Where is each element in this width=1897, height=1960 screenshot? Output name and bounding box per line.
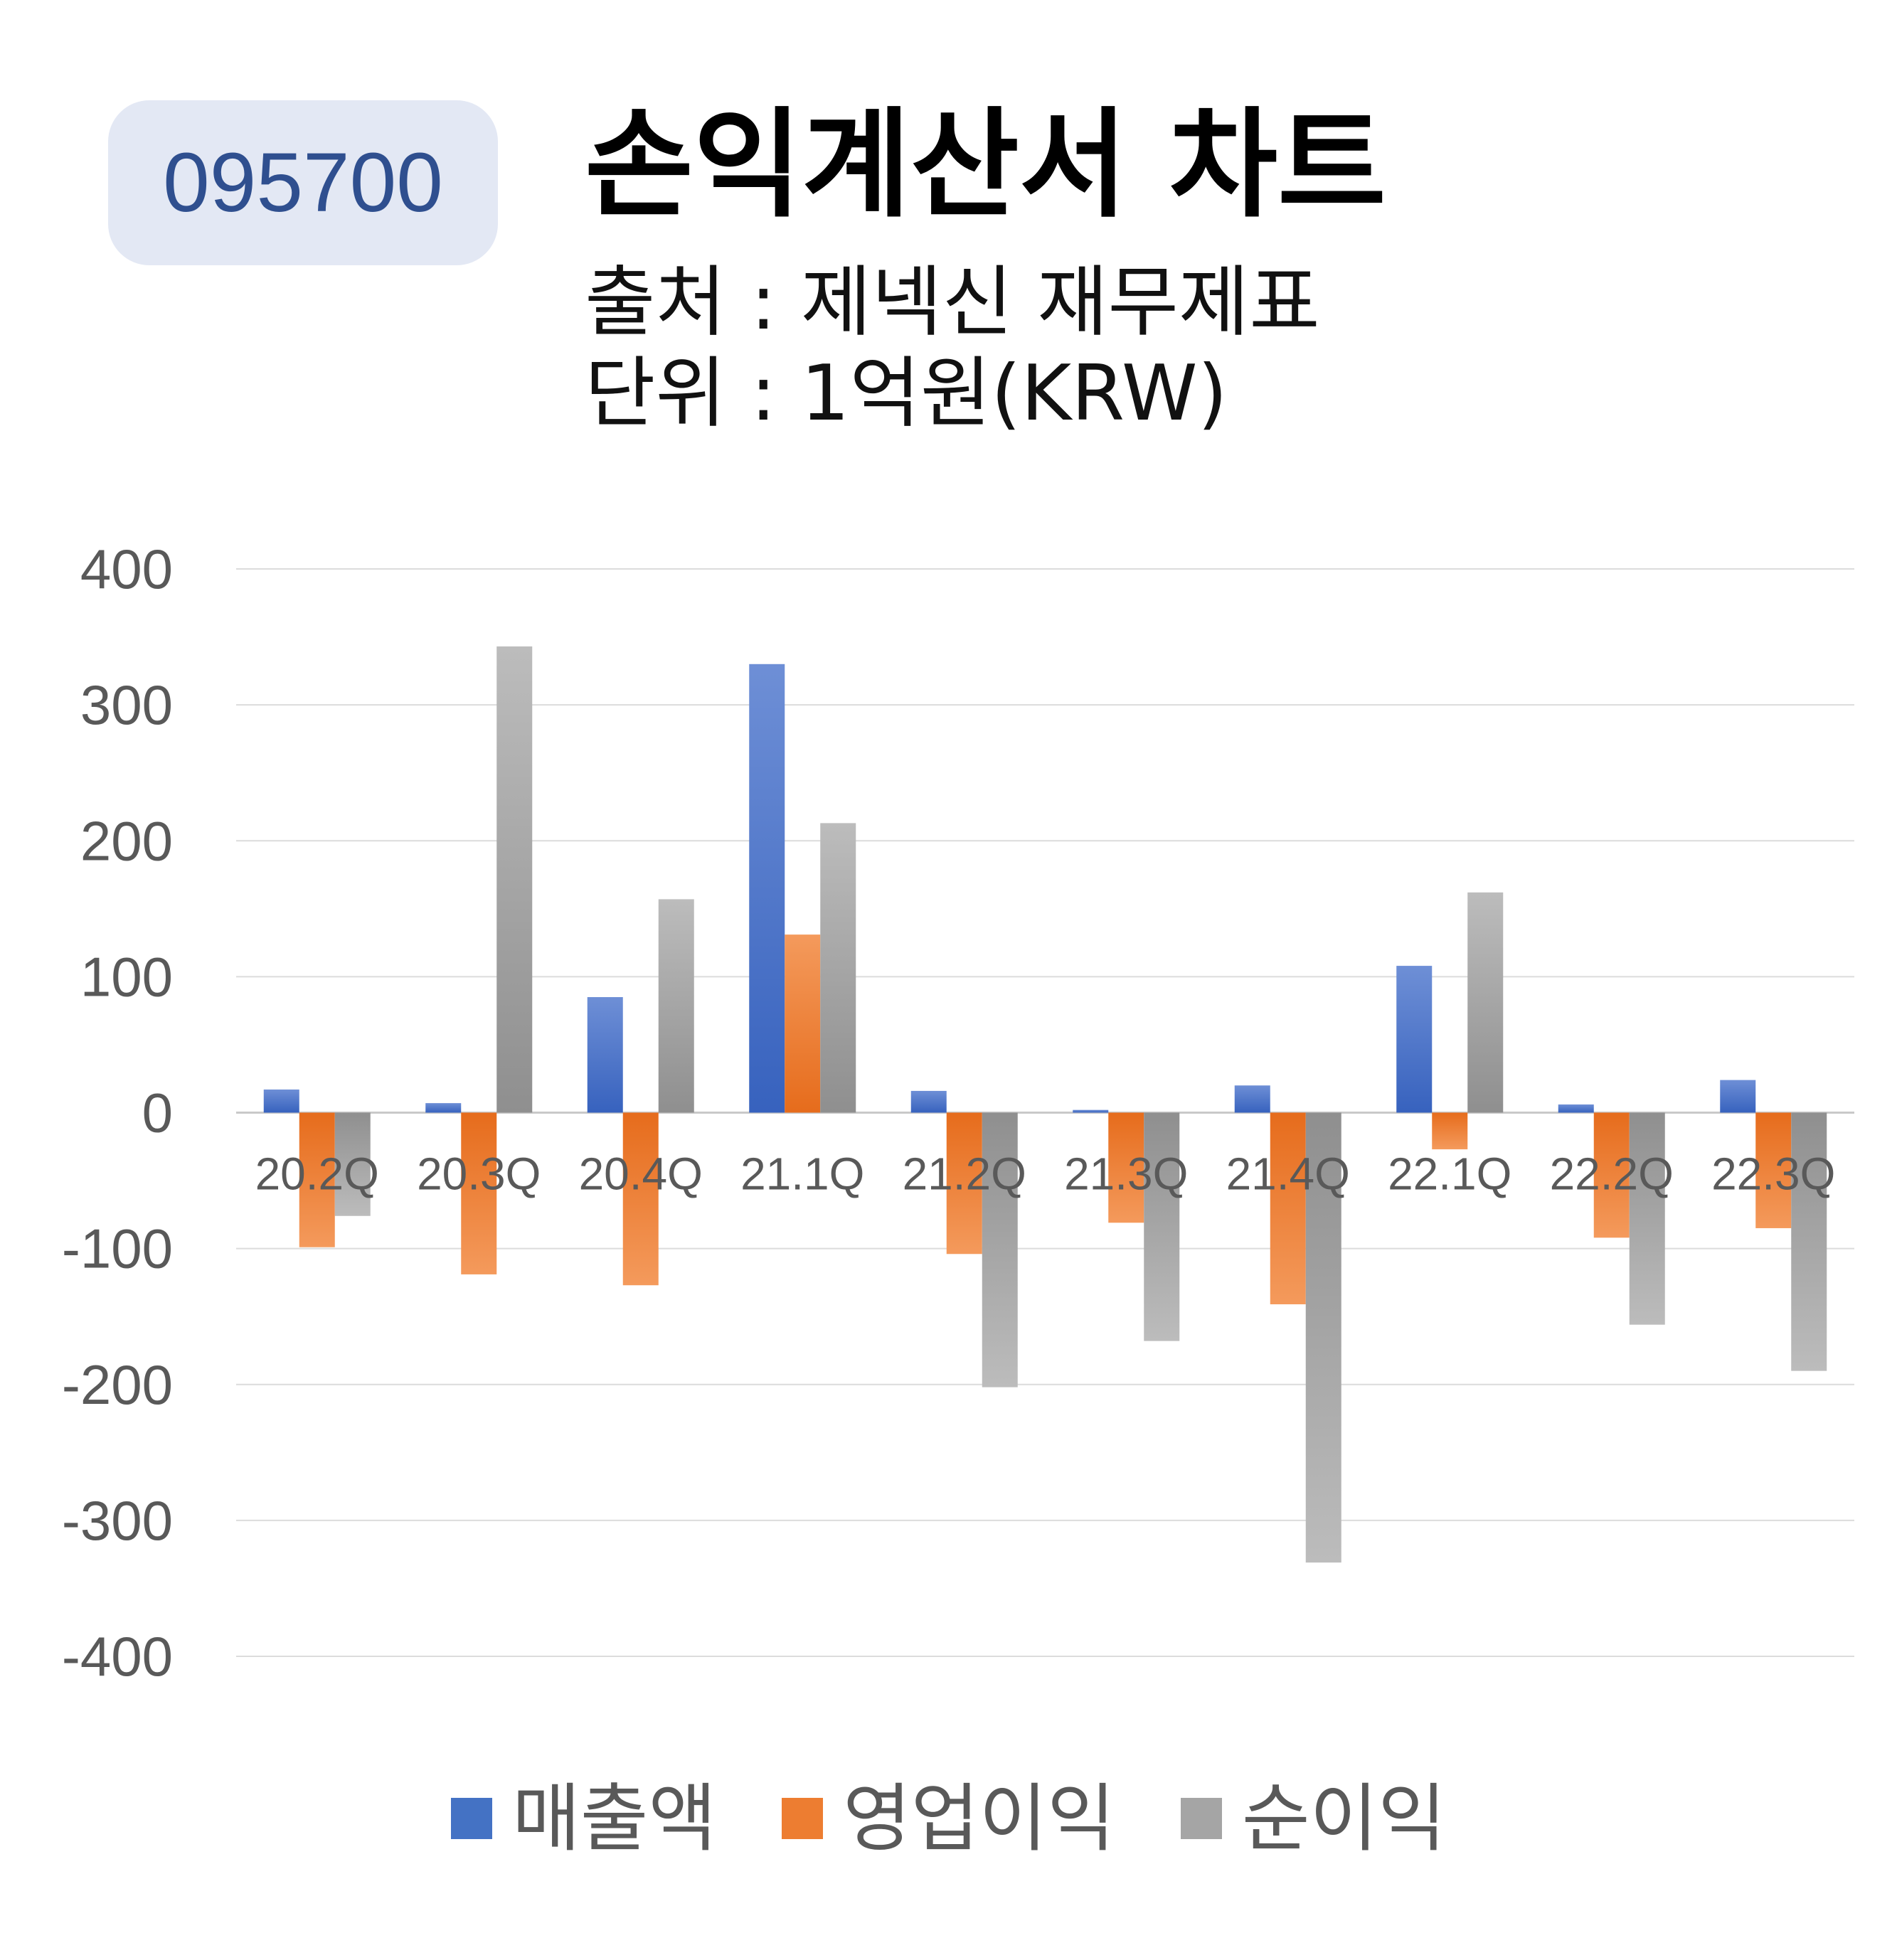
legend-swatch-operating-profit bbox=[782, 1798, 824, 1839]
bar-revenue bbox=[1558, 1104, 1594, 1113]
legend-label-operating-profit: 영업이익 bbox=[843, 1775, 1115, 1862]
bar-revenue bbox=[263, 1090, 299, 1113]
bar-net-income bbox=[1629, 1112, 1665, 1325]
bar-net-income bbox=[1305, 1112, 1341, 1563]
x-axis-ticks: 20.2Q 20.3Q 20.4Q 21.1Q 21.2Q 21.3Q 21.4Q 22.1Q… bbox=[255, 1149, 1836, 1200]
y-tick-label: -400 bbox=[62, 1625, 173, 1688]
bar-net-income bbox=[982, 1112, 1018, 1388]
bars bbox=[263, 646, 1827, 1563]
bar-operating-profit bbox=[1593, 1112, 1630, 1238]
legend: 매출액 영업이익 순이익 bbox=[0, 1781, 1897, 1855]
bar-operating-profit bbox=[1432, 1112, 1468, 1150]
x-tick-label: 20.3Q bbox=[417, 1149, 541, 1200]
x-tick-label: 22.1Q bbox=[1388, 1149, 1511, 1200]
legend-item-operating-profit: 영업이익 bbox=[782, 1781, 1115, 1855]
bar-revenue bbox=[1234, 1085, 1270, 1113]
bar-revenue bbox=[587, 997, 623, 1113]
y-axis-ticks: 400 300 200 100 0 -100 -200 -300 -400 bbox=[62, 538, 173, 1688]
chart-title: 손익계산서 차트 bbox=[585, 97, 1386, 234]
bar-operating-profit bbox=[946, 1112, 982, 1255]
bar-operating-profit bbox=[1108, 1112, 1144, 1223]
legend-swatch-revenue bbox=[451, 1798, 493, 1839]
bar-operating-profit bbox=[461, 1112, 497, 1274]
bar-revenue bbox=[1720, 1080, 1756, 1113]
y-tick-label: 200 bbox=[80, 809, 173, 872]
y-tick-label: -100 bbox=[62, 1218, 173, 1280]
bar-revenue bbox=[749, 664, 785, 1113]
x-tick-label: 21.3Q bbox=[1064, 1149, 1188, 1200]
bar-operating-profit bbox=[622, 1112, 659, 1286]
legend-label-revenue: 매출액 bbox=[512, 1775, 717, 1862]
legend-item-revenue: 매출액 bbox=[451, 1781, 716, 1855]
y-tick-label: -300 bbox=[62, 1489, 173, 1552]
bar-net-income bbox=[334, 1112, 371, 1216]
bar-revenue bbox=[1073, 1109, 1109, 1113]
x-tick-label: 20.4Q bbox=[579, 1149, 703, 1200]
stock-code: 095700 bbox=[163, 136, 443, 230]
bar-net-income bbox=[820, 823, 856, 1113]
bar-operating-profit bbox=[299, 1112, 335, 1247]
bar-revenue bbox=[425, 1103, 462, 1113]
x-tick-label: 21.1Q bbox=[740, 1149, 864, 1200]
x-tick-label: 22.2Q bbox=[1550, 1149, 1674, 1200]
bar-operating-profit bbox=[1755, 1112, 1792, 1228]
bar-net-income bbox=[1144, 1112, 1180, 1341]
bar-net-income bbox=[496, 646, 533, 1113]
stock-code-badge: 095700 bbox=[108, 100, 498, 265]
bar-revenue bbox=[910, 1090, 947, 1113]
bar-revenue bbox=[1396, 966, 1433, 1113]
legend-swatch-net-income bbox=[1180, 1798, 1222, 1839]
legend-item-net-income: 순이익 bbox=[1180, 1775, 1446, 1862]
x-tick-label: 21.4Q bbox=[1226, 1149, 1350, 1200]
bar-net-income bbox=[658, 899, 694, 1113]
x-tick-label: 20.2Q bbox=[255, 1149, 379, 1200]
legend-label-net-income: 순이익 bbox=[1241, 1775, 1446, 1862]
y-tick-label: 300 bbox=[80, 673, 173, 736]
bar-net-income bbox=[1467, 892, 1504, 1113]
source-text: 출처 : 제넥신 재무제표 bbox=[585, 258, 1320, 347]
unit-text: 단위 : 1억원(KRW) bbox=[585, 349, 1228, 438]
x-tick-label: 21.2Q bbox=[903, 1149, 1026, 1200]
bar-operating-profit bbox=[785, 934, 821, 1113]
y-tick-label: 100 bbox=[80, 945, 173, 1008]
y-tick-label: 0 bbox=[142, 1082, 173, 1144]
x-tick-label: 22.3Q bbox=[1711, 1149, 1835, 1200]
y-tick-label: -200 bbox=[62, 1353, 173, 1416]
bar-operating-profit bbox=[1270, 1112, 1306, 1304]
bar-net-income bbox=[1791, 1112, 1827, 1371]
y-tick-label: 400 bbox=[80, 538, 173, 600]
